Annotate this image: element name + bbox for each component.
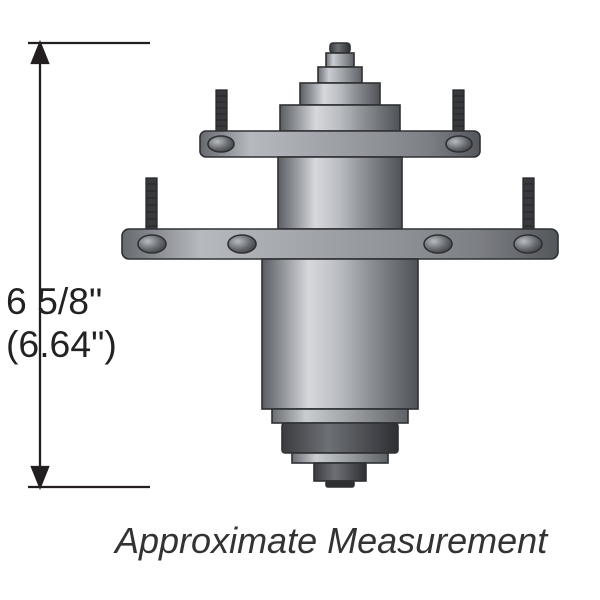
dimension-label: 6 5/8" (6.64") bbox=[6, 280, 117, 366]
diagram-stage: 6 5/8" (6.64") Approximate Measurement bbox=[0, 0, 600, 600]
caption-text: Approximate Measurement bbox=[115, 520, 547, 562]
dimension-decimal: (6.64") bbox=[6, 323, 117, 366]
dimension-fraction: 6 5/8" bbox=[6, 280, 117, 323]
